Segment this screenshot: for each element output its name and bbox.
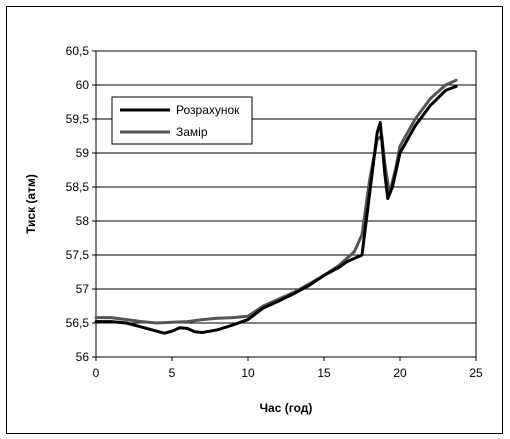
y-tick-label-57-5: 57,5 — [66, 248, 90, 262]
legend: Розрахунок Замір — [111, 96, 253, 145]
x-tick-label-20: 20 — [393, 366, 407, 380]
y-axis: 56 56,5 57 57,5 58 58,5 59 59,5 60 60,5 — [66, 44, 96, 364]
plot-area — [95, 50, 477, 358]
legend-label-rozrakhunok: Розрахунок — [176, 103, 240, 117]
y-tick-label-59: 59 — [76, 146, 90, 160]
y-tick-label-56-5: 56,5 — [66, 316, 90, 330]
y-tick-label-60: 60 — [76, 78, 90, 92]
y-tick-label-56: 56 — [76, 350, 90, 364]
series-line-rozrakhunok — [94, 84, 458, 335]
x-tick-label-5: 5 — [169, 366, 176, 380]
x-tick-label-10: 10 — [241, 366, 255, 380]
x-tick-label-0: 0 — [93, 366, 100, 380]
series-layer — [94, 78, 458, 335]
y-axis-title: Тиск (атм) — [24, 174, 38, 234]
x-tick-label-25: 25 — [469, 366, 483, 380]
legend-label-zamir: Замір — [176, 125, 208, 139]
x-tick-label-15: 15 — [317, 366, 331, 380]
x-axis: 0 5 10 15 20 25 — [93, 357, 483, 380]
x-axis-title: Час (год) — [260, 401, 313, 415]
y-tick-label-57: 57 — [76, 282, 90, 296]
legend-box — [111, 96, 253, 145]
chart-frame — [6, 6, 503, 434]
y-tick-label-58: 58 — [76, 214, 90, 228]
y-tick-label-60-5: 60,5 — [66, 44, 90, 58]
y-tick-label-58-5: 58,5 — [66, 180, 90, 194]
y-tick-label-59-5: 59,5 — [66, 112, 90, 126]
